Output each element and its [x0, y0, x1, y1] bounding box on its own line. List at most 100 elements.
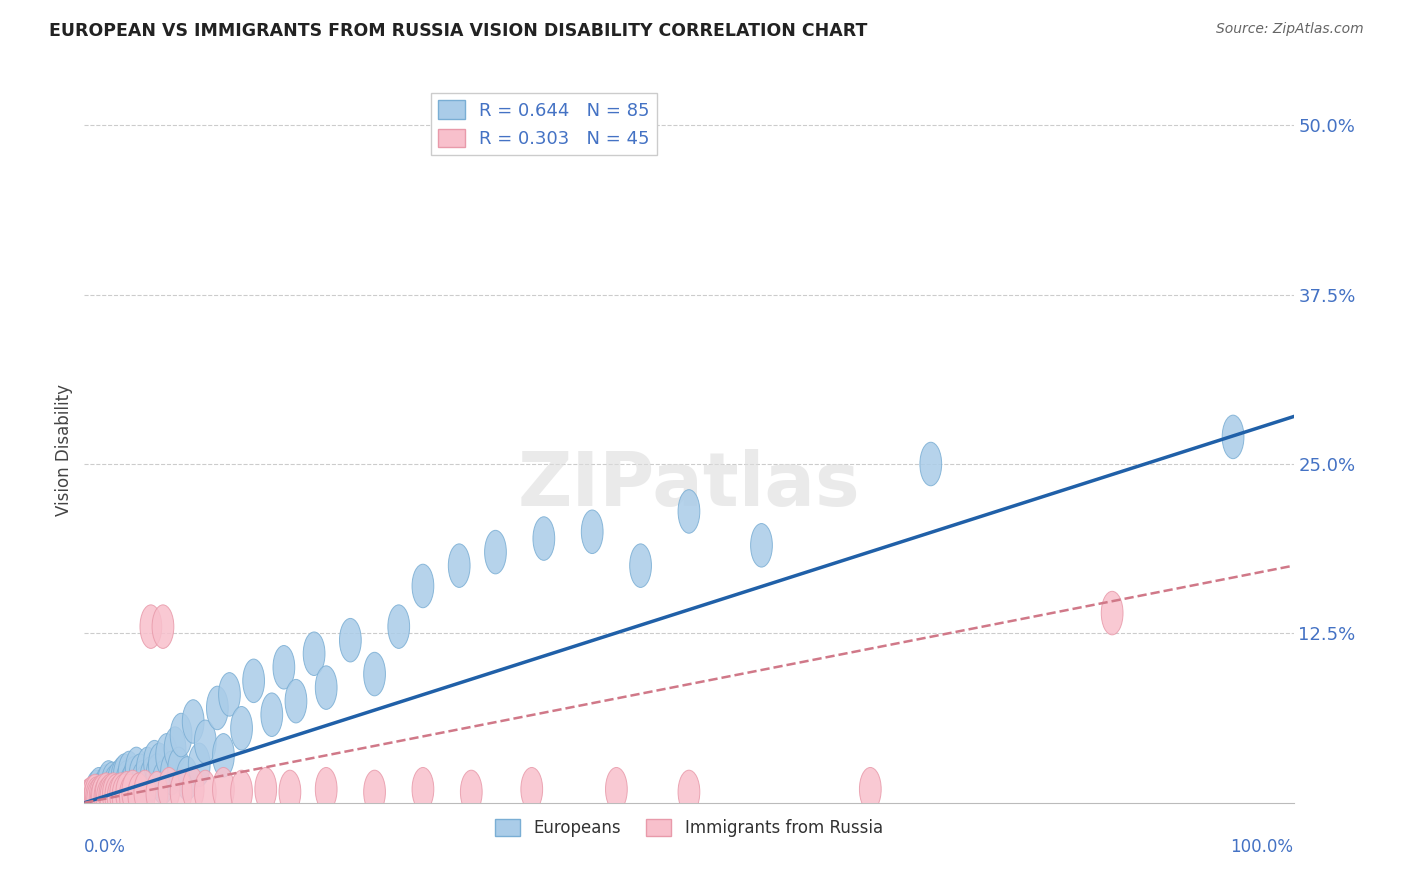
Ellipse shape — [103, 772, 124, 815]
Ellipse shape — [460, 770, 482, 814]
Ellipse shape — [120, 774, 141, 818]
Ellipse shape — [84, 776, 105, 819]
Ellipse shape — [859, 767, 882, 811]
Text: Source: ZipAtlas.com: Source: ZipAtlas.com — [1216, 22, 1364, 37]
Ellipse shape — [152, 761, 174, 805]
Ellipse shape — [80, 777, 103, 821]
Ellipse shape — [97, 761, 120, 805]
Ellipse shape — [136, 747, 157, 790]
Ellipse shape — [212, 733, 235, 777]
Ellipse shape — [165, 727, 186, 771]
Ellipse shape — [98, 774, 121, 818]
Ellipse shape — [157, 767, 180, 811]
Ellipse shape — [143, 740, 166, 784]
Ellipse shape — [96, 764, 117, 808]
Ellipse shape — [129, 754, 150, 797]
Ellipse shape — [339, 618, 361, 662]
Ellipse shape — [80, 779, 101, 822]
Ellipse shape — [118, 751, 141, 795]
Ellipse shape — [388, 605, 409, 648]
Ellipse shape — [110, 764, 132, 808]
Ellipse shape — [115, 772, 138, 815]
Ellipse shape — [122, 770, 143, 814]
Ellipse shape — [170, 770, 193, 814]
Ellipse shape — [91, 774, 114, 818]
Ellipse shape — [107, 776, 129, 819]
Ellipse shape — [134, 764, 156, 808]
Ellipse shape — [315, 665, 337, 709]
Ellipse shape — [751, 524, 772, 567]
Ellipse shape — [218, 673, 240, 716]
Ellipse shape — [183, 767, 204, 811]
Ellipse shape — [105, 767, 127, 811]
Ellipse shape — [212, 767, 235, 811]
Ellipse shape — [678, 770, 700, 814]
Ellipse shape — [101, 774, 124, 818]
Ellipse shape — [90, 777, 112, 821]
Ellipse shape — [243, 659, 264, 703]
Ellipse shape — [176, 756, 198, 800]
Ellipse shape — [104, 777, 125, 821]
Ellipse shape — [581, 510, 603, 554]
Ellipse shape — [125, 747, 148, 790]
Ellipse shape — [105, 770, 128, 814]
Text: 0.0%: 0.0% — [84, 838, 127, 856]
Ellipse shape — [146, 772, 167, 815]
Ellipse shape — [146, 754, 167, 797]
Ellipse shape — [128, 772, 149, 816]
Ellipse shape — [104, 764, 125, 808]
Ellipse shape — [170, 714, 193, 756]
Ellipse shape — [82, 776, 104, 819]
Ellipse shape — [117, 774, 139, 818]
Ellipse shape — [1101, 591, 1123, 635]
Ellipse shape — [91, 772, 114, 816]
Ellipse shape — [82, 777, 104, 821]
Ellipse shape — [364, 770, 385, 814]
Ellipse shape — [273, 646, 295, 689]
Ellipse shape — [134, 770, 156, 814]
Ellipse shape — [94, 776, 115, 819]
Ellipse shape — [485, 531, 506, 574]
Ellipse shape — [108, 774, 131, 818]
Ellipse shape — [89, 767, 110, 811]
Ellipse shape — [94, 774, 115, 818]
Ellipse shape — [100, 767, 122, 811]
Ellipse shape — [364, 652, 385, 696]
Ellipse shape — [315, 767, 337, 811]
Ellipse shape — [152, 605, 174, 648]
Ellipse shape — [412, 565, 434, 607]
Ellipse shape — [111, 756, 132, 800]
Ellipse shape — [100, 776, 122, 819]
Ellipse shape — [262, 693, 283, 737]
Text: EUROPEAN VS IMMIGRANTS FROM RUSSIA VISION DISABILITY CORRELATION CHART: EUROPEAN VS IMMIGRANTS FROM RUSSIA VISIO… — [49, 22, 868, 40]
Ellipse shape — [93, 770, 115, 814]
Ellipse shape — [231, 770, 253, 814]
Ellipse shape — [194, 720, 217, 764]
Ellipse shape — [87, 777, 108, 821]
Ellipse shape — [84, 774, 105, 818]
Ellipse shape — [105, 774, 127, 818]
Ellipse shape — [254, 767, 277, 811]
Ellipse shape — [167, 747, 190, 790]
Ellipse shape — [97, 772, 120, 816]
Ellipse shape — [141, 605, 162, 648]
Y-axis label: Vision Disability: Vision Disability — [55, 384, 73, 516]
Ellipse shape — [183, 699, 204, 743]
Ellipse shape — [79, 779, 100, 822]
Ellipse shape — [412, 767, 434, 811]
Ellipse shape — [231, 706, 253, 750]
Text: ZIPatlas: ZIPatlas — [517, 450, 860, 522]
Ellipse shape — [103, 772, 124, 816]
Ellipse shape — [98, 770, 121, 814]
Ellipse shape — [304, 632, 325, 675]
Ellipse shape — [533, 516, 555, 560]
Ellipse shape — [520, 767, 543, 811]
Ellipse shape — [83, 779, 105, 822]
Ellipse shape — [115, 761, 138, 805]
Ellipse shape — [90, 776, 112, 819]
Ellipse shape — [97, 776, 118, 819]
Ellipse shape — [149, 743, 170, 787]
Ellipse shape — [124, 756, 145, 800]
Ellipse shape — [87, 779, 108, 822]
Ellipse shape — [89, 776, 111, 819]
